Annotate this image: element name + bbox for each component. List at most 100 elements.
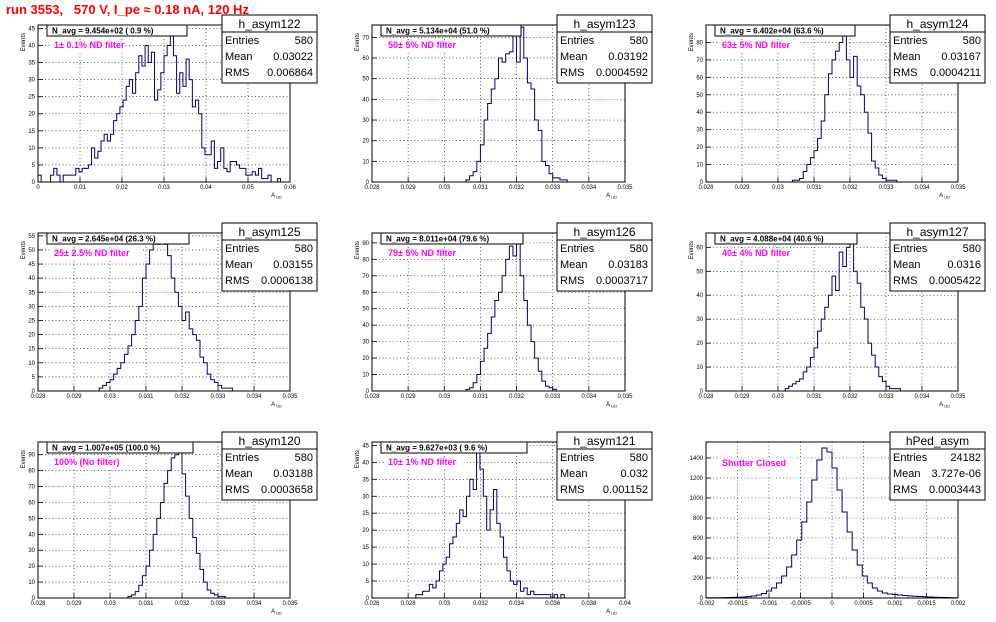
stat-rms-label: RMS [893,275,917,287]
stat-rms-label: RMS [893,67,917,79]
x-tick-label: 0.029 [401,185,417,191]
y-tick-label: 0 [366,389,370,395]
x-axis-title: A UD [939,193,950,200]
x-tick-label: 0.0005 [854,601,873,607]
y-tick-label: 40 [362,460,369,466]
stat-mean-label: Mean [893,51,921,63]
x-tick-label: 0.032 [842,185,858,191]
stat-rms-value: 0.006864 [267,67,313,79]
x-tick-label: 0.034 [246,394,262,400]
stat-mean-label: Mean [560,259,588,271]
histogram-name: h_asym124 [906,17,968,31]
stats-box [221,14,318,84]
histogram-name: h_asym126 [573,225,635,239]
stats-box [889,222,986,292]
stat-rms-value: 0.001152 [603,484,648,496]
y-tick-label: 1200 [690,476,704,482]
x-tick-label: 0.028 [698,394,714,400]
x-tick-label: 0.028 [401,601,417,607]
navg-label: N_avg = 1.007e+05 (100.0 %) [52,444,160,453]
y-tick-label: 40 [28,276,35,282]
histogram-series [98,238,233,391]
stat-entries-label: Entries [225,452,260,464]
y-tick-label: 30 [28,78,35,84]
x-tick-label: 0.032 [473,601,489,607]
x-tick-label: 0.028 [364,394,380,400]
x-tick-label: 0.029 [401,394,417,400]
stats-box [556,14,653,84]
x-tick-label: 0.034 [509,601,525,607]
filter-annotation: 40± 4% ND filter [722,248,790,258]
y-tick-label: 60 [28,500,35,506]
y-tick-label: 20 [28,333,35,339]
annotation-bg [720,458,796,469]
x-tick-label: 0.03 [438,185,450,191]
y-tick-label: 70 [362,274,369,280]
x-tick-label: 0.032 [842,394,858,400]
x-axis-title: A UD [271,402,282,409]
x-tick-label: 0.033 [210,601,226,607]
stat-mean-label: Mean [560,51,588,63]
x-tick-label: 0.031 [473,394,489,400]
histogram-panel-h_asym126: 0.028 0.029 0.03 0.031 0.032 0.033 0.034 0.035 0… [355,222,653,409]
stat-rms-value: 0.0004592 [596,67,648,79]
y-tick-label: 800 [693,516,704,522]
histogram-series [37,24,290,183]
y-tick-label: 20 [28,564,35,570]
histogram-series [465,242,560,392]
y-tick-label: 20 [696,341,703,347]
y-tick-label: 70 [696,58,703,64]
x-tick-label: 0.031 [473,185,489,191]
navg-box [46,24,188,37]
x-axis-title: A UD [939,402,950,409]
x-tick-label: -0.002 [697,601,715,607]
x-tick-label: 0 [830,601,834,607]
y-tick-label: 60 [696,245,703,251]
stat-rms-value: 0.0006138 [261,275,313,287]
histogram-panel-h_asym122: 0 0.01 0.02 0.03 0.04 0.05 0.06 0 5 10 15 20 25 30 35 4… [21,14,318,200]
y-tick-label: 50 [28,516,35,522]
x-tick-label: 0.034 [246,601,262,607]
x-tick-label: 0.031 [806,394,822,400]
y-axis-title: Events [355,450,361,468]
x-tick-label: 0.029 [734,185,750,191]
y-tick-label: 60 [362,56,369,62]
y-axis-title: Events [355,33,361,51]
x-tick-label: 0.03 [438,394,450,400]
y-axis-title: Events [689,241,695,259]
y-tick-label: 20 [696,145,703,151]
stat-rms-label: RMS [560,67,584,79]
x-tick-label: 0.03 [772,185,784,191]
stat-entries-value: 24182 [950,452,981,464]
x-tick-label: 0.035 [617,185,633,191]
y-tick-label: 20 [362,139,369,145]
y-tick-label: 0 [32,389,36,395]
y-tick-label: 40 [28,43,35,49]
histogram-panel-h_asym123: 0.028 0.029 0.03 0.031 0.032 0.033 0.034 0.035 0… [355,14,653,200]
x-tick-label: 0.033 [210,394,226,400]
navg-box [714,24,856,37]
y-tick-label: 50 [362,77,369,83]
histogram-name: h_asym123 [573,17,635,31]
x-tick-label: 0.035 [282,394,298,400]
x-axis-title: A UD [606,609,617,616]
y-tick-label: 80 [696,40,703,46]
y-tick-label: 0 [366,596,370,602]
histogram-series [791,31,901,183]
navg-box [380,232,524,245]
stats-box [556,431,653,501]
x-tick-label: 0.001 [887,601,903,607]
stat-rms-value: 0.0003717 [596,275,648,287]
y-tick-label: 15 [28,347,35,353]
stat-entries-label: Entries [893,35,928,47]
x-tick-label: 0.035 [950,185,966,191]
stats-box [221,431,318,501]
stat-mean-value: 0.03167 [941,51,981,63]
x-tick-label: 0.029 [66,394,82,400]
annotation-bg [386,248,464,259]
y-tick-label: 80 [28,469,35,475]
y-tick-label: 70 [362,35,369,41]
x-tick-label: 0.002 [950,601,966,607]
stat-mean-value: 0.03022 [273,51,313,63]
